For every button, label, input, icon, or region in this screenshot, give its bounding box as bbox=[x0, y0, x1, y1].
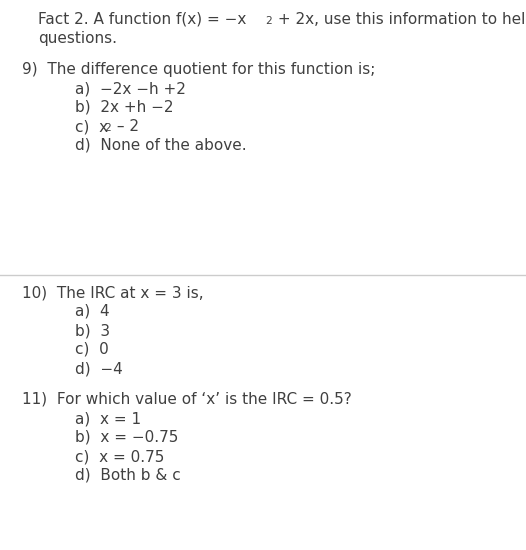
Text: d)  None of the above.: d) None of the above. bbox=[75, 138, 247, 153]
Text: 11)  For which value of ‘x’ is the IRC = 0.5?: 11) For which value of ‘x’ is the IRC = … bbox=[22, 392, 352, 407]
Text: questions.: questions. bbox=[38, 31, 117, 46]
Text: a)  −2x −h +2: a) −2x −h +2 bbox=[75, 81, 186, 96]
Text: b)  3: b) 3 bbox=[75, 323, 110, 338]
Text: 2: 2 bbox=[265, 16, 272, 26]
Text: – 2: – 2 bbox=[112, 119, 139, 134]
Text: 9)  The difference quotient for this function is;: 9) The difference quotient for this func… bbox=[22, 62, 376, 77]
Text: c)  x: c) x bbox=[75, 119, 108, 134]
Text: + 2x, use this information to help answer the next 3: + 2x, use this information to help answe… bbox=[273, 12, 526, 27]
Text: a)  x = 1: a) x = 1 bbox=[75, 411, 141, 426]
Text: d)  Both b & c: d) Both b & c bbox=[75, 468, 181, 483]
Text: b)  x = −0.75: b) x = −0.75 bbox=[75, 430, 178, 445]
Text: b)  2x +h −2: b) 2x +h −2 bbox=[75, 100, 174, 115]
Text: 2: 2 bbox=[104, 123, 111, 133]
Text: d)  −4: d) −4 bbox=[75, 361, 123, 376]
Text: Fact 2. A function f(x) = −x: Fact 2. A function f(x) = −x bbox=[38, 12, 246, 27]
Text: c)  x = 0.75: c) x = 0.75 bbox=[75, 449, 164, 464]
Text: 10)  The IRC at x = 3 is,: 10) The IRC at x = 3 is, bbox=[22, 285, 204, 300]
Text: c)  0: c) 0 bbox=[75, 342, 109, 357]
Text: a)  4: a) 4 bbox=[75, 304, 109, 319]
